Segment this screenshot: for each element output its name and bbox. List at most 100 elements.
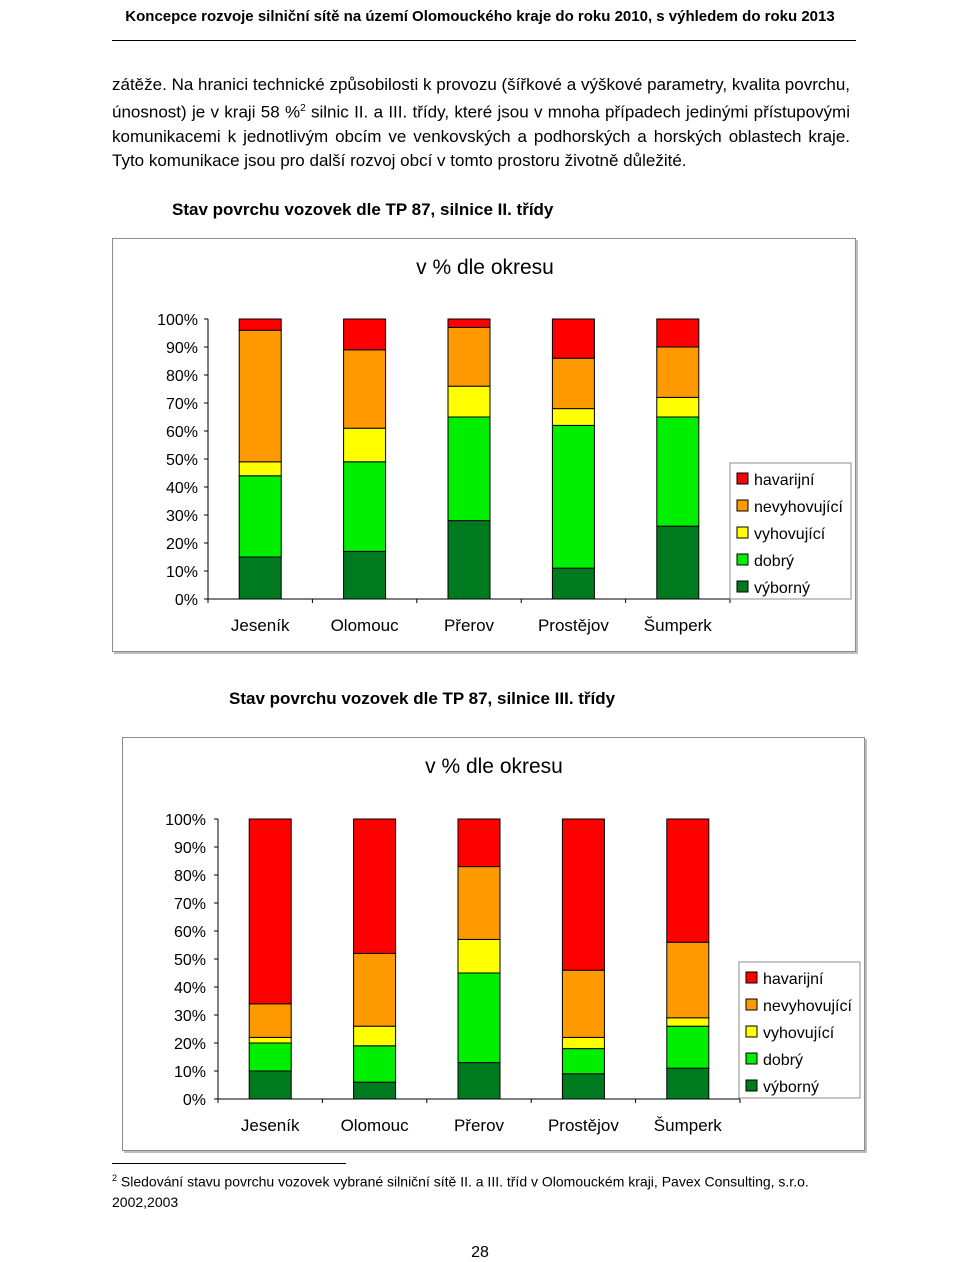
legend-label: havarijní: [763, 971, 824, 988]
legend-frame: [729, 462, 852, 600]
bar-segment: [457, 866, 501, 940]
page-header: Koncepce rozvoje silniční sítě na území …: [125, 8, 835, 25]
y-tick-label: 30%: [174, 1008, 206, 1025]
legend-swatch: [736, 499, 749, 512]
bar-segment: [343, 550, 387, 600]
chart-silnice-ii: v % dle okresu 0% 10% 20% 30% 40% 50% 60% 70% 80%…: [112, 238, 856, 652]
x-category-label: Přerov: [444, 616, 495, 635]
x-category-label: Šumperk: [644, 616, 713, 635]
x-category-label: Prostějov: [538, 616, 609, 635]
legend-label: výborný: [754, 580, 810, 597]
legend-swatch: [736, 526, 749, 539]
legend-swatch: [745, 1025, 758, 1038]
bar-segment: [457, 972, 501, 1064]
bar-segment: [343, 318, 387, 351]
y-tick-label: 90%: [174, 840, 206, 857]
x-category-label: Olomouc: [331, 616, 400, 635]
y-tick-label: 0%: [175, 592, 198, 609]
bar-segment: [248, 1003, 292, 1038]
legend-swatch: [745, 998, 758, 1011]
bar-segment: [447, 416, 491, 522]
chart-svg-silnice-ii: v % dle okresu 0% 10% 20% 30% 40% 50% 60% 70% 80%…: [157, 256, 852, 635]
y-tick-label: 20%: [166, 536, 198, 553]
footnote-reference: 2: [300, 103, 306, 114]
bar-segment: [447, 385, 491, 418]
legend-swatch: [736, 472, 749, 485]
chart-plot: v % dle okresu 0% 10% 20% 30% 40% 50% 60% 70% 80%…: [165, 755, 741, 1135]
bar-segment: [666, 818, 710, 943]
y-tick-label: 100%: [165, 812, 206, 829]
x-category-label: Prostějov: [548, 1116, 619, 1135]
legend-label: havarijní: [754, 472, 815, 489]
bar-segment: [248, 1036, 292, 1044]
legend-swatch: [745, 1079, 758, 1092]
bar-segment: [238, 556, 282, 600]
bar-segment: [551, 567, 595, 600]
page-number: 28: [471, 1244, 489, 1261]
chart-plot: v % dle okresu 0% 10% 20% 30% 40% 50% 60% 70% 80%…: [157, 256, 731, 635]
chart-heading-silnice-iii: Stav povrchu vozovek dle TP 87, silnice …: [229, 689, 616, 708]
chart-legend: havarijní nevyhovující vyhovující dobrý výbo…: [729, 462, 852, 600]
bar-segment: [656, 318, 700, 348]
bar-segment: [238, 461, 282, 477]
bar-segment: [238, 475, 282, 558]
legend-label: výborný: [763, 1079, 819, 1096]
chart-title: v % dle okresu: [425, 755, 563, 778]
bar-segment: [447, 318, 491, 328]
x-category-label: Přerov: [454, 1116, 505, 1135]
bar-segment: [353, 818, 397, 954]
bar-segment: [343, 461, 387, 552]
y-tick-label: 80%: [166, 368, 198, 385]
bar-segment: [666, 1017, 710, 1027]
legend-label: vyhovující: [754, 526, 826, 543]
y-tick-label: 60%: [174, 924, 206, 941]
bar-segment: [353, 952, 397, 1027]
paragraph-text-a: zátěže. Na hranici technické způsobilost…: [112, 75, 850, 122]
x-category-label: Šumperk: [654, 1116, 723, 1135]
bar-segment: [551, 408, 595, 426]
chart-title: v % dle okresu: [416, 256, 554, 279]
footnote-text: Sledování stavu povrchu vozovek vybrané …: [112, 1173, 809, 1210]
y-tick-label: 40%: [174, 980, 206, 997]
y-tick-label: 20%: [174, 1036, 206, 1053]
bar-segment: [551, 357, 595, 410]
y-tick-label: 70%: [174, 896, 206, 913]
y-tick-label: 0%: [183, 1092, 206, 1109]
legend-label: nevyhovující: [763, 998, 852, 1015]
bar-segment: [353, 1045, 397, 1083]
bar-segment: [457, 938, 501, 974]
legend-swatch: [736, 580, 749, 593]
bar-segment: [353, 1081, 397, 1100]
bar-segment: [561, 818, 605, 971]
bar-segment: [551, 318, 595, 359]
bar-segment: [656, 525, 700, 600]
chart-silnice-iii: v % dle okresu 0% 10% 20% 30% 40% 50% 60% 70% 80%…: [122, 737, 865, 1151]
footnote-number: 2: [112, 1173, 118, 1183]
y-tick-label: 10%: [174, 1064, 206, 1081]
legend-frame: [738, 961, 861, 1099]
y-tick-label: 40%: [166, 480, 198, 497]
footnote: 2 Sledování stavu povrchu vozovek vybran…: [112, 1168, 852, 1212]
x-category-label: Olomouc: [341, 1116, 410, 1135]
legend-label: dobrý: [754, 553, 794, 570]
bar-segment: [656, 416, 700, 527]
y-tick-label: 50%: [166, 452, 198, 469]
bar-segment: [561, 969, 605, 1038]
chart-heading-silnice-ii: Stav povrchu vozovek dle TP 87, silnice …: [172, 200, 554, 219]
y-tick-label: 10%: [166, 564, 198, 581]
x-category-label: Jeseník: [241, 1116, 300, 1135]
legend-swatch: [745, 1052, 758, 1065]
bar-segment: [666, 1067, 710, 1100]
legend-swatch: [745, 971, 758, 984]
bar-segment: [561, 1048, 605, 1075]
y-tick-label: 100%: [157, 312, 198, 329]
bar-segment: [343, 349, 387, 429]
bar-segment: [666, 1025, 710, 1069]
bar-segment: [656, 396, 700, 418]
y-tick-label: 70%: [166, 396, 198, 413]
legend-label: vyhovující: [763, 1025, 835, 1042]
y-tick-label: 90%: [166, 340, 198, 357]
legend-label: dobrý: [763, 1052, 803, 1069]
y-tick-label: 60%: [166, 424, 198, 441]
chart-legend: havarijní nevyhovující vyhovující dobrý výbo…: [738, 961, 861, 1099]
